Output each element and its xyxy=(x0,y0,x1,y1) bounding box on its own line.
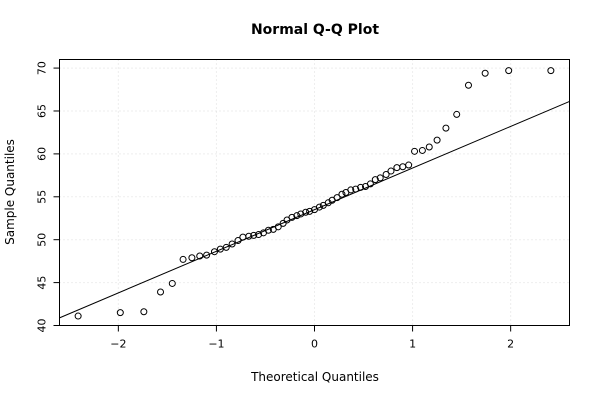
y-tick-label: 70 xyxy=(36,61,49,75)
data-point xyxy=(196,252,204,260)
x-tick-label: −1 xyxy=(208,338,224,351)
y-tick-label: 45 xyxy=(36,276,49,290)
data-point xyxy=(433,136,441,144)
x-tick-label: −2 xyxy=(110,338,126,351)
data-point xyxy=(505,67,513,75)
y-tick-label: 55 xyxy=(36,190,49,204)
y-tick-label: 60 xyxy=(36,147,49,161)
data-point xyxy=(74,312,82,320)
data-point xyxy=(179,255,187,263)
data-point xyxy=(210,248,218,256)
data-points xyxy=(74,67,555,320)
x-axis-label: Theoretical Quantiles xyxy=(250,370,379,384)
data-point xyxy=(376,174,384,182)
grid xyxy=(59,59,570,326)
data-point xyxy=(387,167,395,175)
y-axis-label: Sample Quantiles xyxy=(3,139,17,245)
y-tick-label: 40 xyxy=(36,319,49,333)
data-point xyxy=(418,146,426,154)
chart-title: Normal Q-Q Plot xyxy=(251,22,379,38)
x-tick-label: 0 xyxy=(311,338,318,351)
data-point xyxy=(453,110,461,118)
data-point xyxy=(228,240,236,248)
x-axis: −2 −1 0 1 2 xyxy=(110,325,514,351)
data-point xyxy=(393,164,401,172)
data-point xyxy=(425,143,433,151)
data-point xyxy=(279,219,287,227)
data-point xyxy=(547,67,555,75)
y-tick-label: 50 xyxy=(36,233,49,247)
data-point xyxy=(203,251,211,259)
data-point xyxy=(222,243,230,251)
x-tick-label: 1 xyxy=(409,338,416,351)
data-point xyxy=(442,124,450,132)
data-point xyxy=(306,207,314,215)
reference-line xyxy=(59,100,570,319)
data-point xyxy=(405,161,413,169)
data-point xyxy=(338,190,346,198)
data-point xyxy=(250,231,258,239)
data-point xyxy=(411,147,419,155)
y-axis: 40 45 50 55 60 65 70 xyxy=(36,61,60,333)
data-point xyxy=(315,203,323,211)
x-tick-label: 2 xyxy=(507,338,514,351)
data-point xyxy=(371,176,379,184)
data-point xyxy=(464,81,472,89)
data-point xyxy=(347,186,355,194)
data-point xyxy=(382,170,390,178)
data-point xyxy=(157,288,165,296)
data-point xyxy=(288,213,296,221)
data-point xyxy=(168,279,176,287)
data-point xyxy=(366,180,374,188)
data-point xyxy=(140,308,148,316)
data-point xyxy=(333,194,341,202)
data-point xyxy=(481,69,489,77)
y-tick-label: 65 xyxy=(36,104,49,118)
data-point xyxy=(116,309,124,317)
data-point xyxy=(188,254,196,262)
data-point xyxy=(399,163,407,171)
